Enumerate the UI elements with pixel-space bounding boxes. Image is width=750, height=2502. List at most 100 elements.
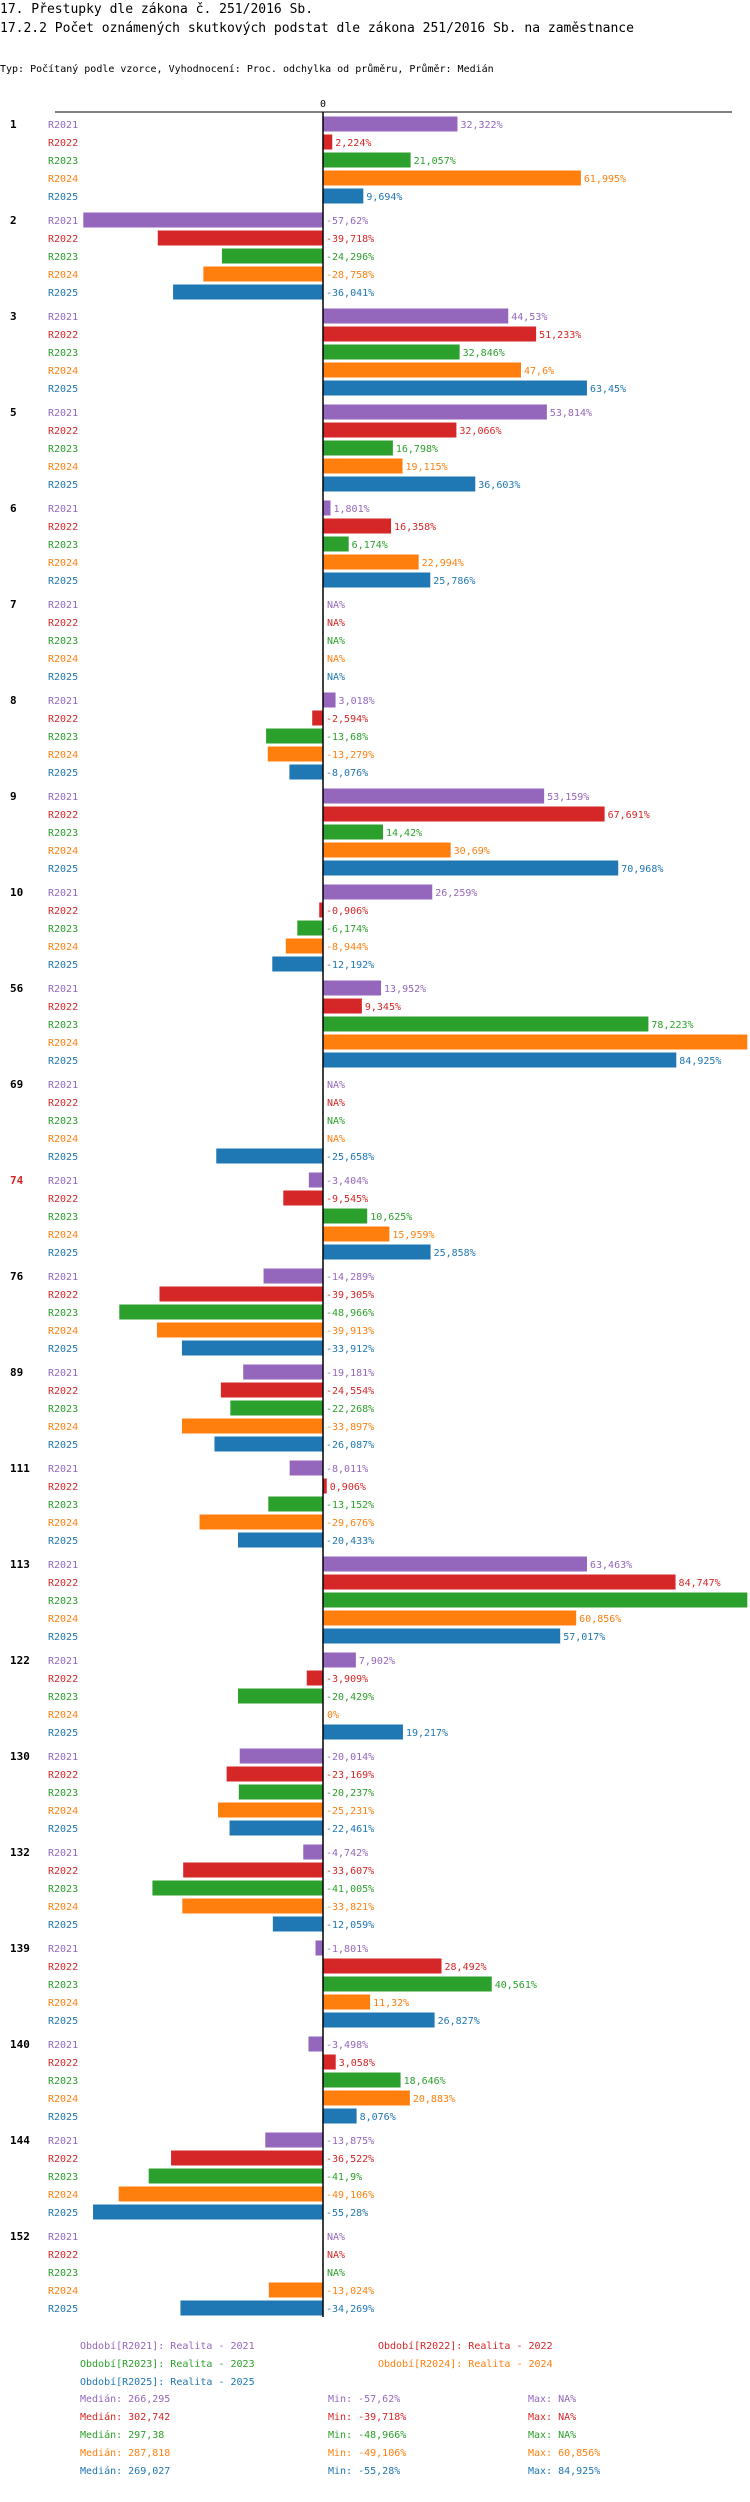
bar (83, 212, 323, 228)
bar (173, 284, 323, 300)
series-label: R2022 (48, 906, 78, 917)
series-label: R2022 (48, 1674, 78, 1685)
bar (323, 1052, 677, 1068)
group-label: 2 (10, 214, 17, 227)
series-label: R2024 (48, 2094, 78, 2105)
bar (323, 536, 349, 552)
series-label: R2025 (48, 1056, 78, 1067)
series-label: R2025 (48, 384, 78, 395)
series-label: R2025 (48, 1824, 78, 1835)
series-label: R2021 (48, 1272, 78, 1283)
stat-median: Medián: 269,027 (80, 2465, 170, 2477)
bar (289, 764, 323, 780)
data-label: 8,076% (360, 2112, 396, 2123)
group-label: 56 (10, 982, 24, 995)
bar (297, 920, 323, 936)
data-label: -12,192% (326, 960, 374, 971)
bar (183, 1862, 323, 1878)
group-label: 5 (10, 406, 17, 419)
data-label: -19,181% (326, 1368, 374, 1379)
bar (323, 572, 431, 588)
series-label: R2022 (48, 1770, 78, 1781)
series-label: R2022 (48, 810, 78, 821)
bar (214, 1436, 323, 1452)
data-label: 15,959% (392, 1230, 434, 1241)
group-label: 1 (10, 118, 17, 131)
legend-item: Období[R2021]: Realita - 2021 (80, 2340, 255, 2352)
series-label: R2024 (48, 750, 78, 761)
series-label: R2025 (48, 1920, 78, 1931)
series-label: R2024 (48, 2286, 78, 2297)
data-label: -20,237% (326, 1788, 374, 1799)
series-label: R2022 (48, 426, 78, 437)
data-label: -4,742% (326, 1848, 368, 1859)
data-label: NA% (327, 672, 345, 683)
bar (323, 1628, 561, 1644)
data-label: 32,846% (463, 348, 505, 359)
data-label: NA% (327, 618, 345, 629)
stat-min: Min: -49,106% (328, 2448, 406, 2459)
data-label: -20,433% (326, 1536, 374, 1547)
data-label: -36,522% (326, 2154, 374, 2165)
data-label: -1,801% (326, 1944, 368, 1955)
page-subtitle: 17.2.2 Počet oznámených skutkových podst… (0, 21, 634, 36)
data-label: 26,827% (438, 2016, 480, 2027)
series-label: R2021 (48, 1560, 78, 1571)
series-label: R2023 (48, 924, 78, 935)
series-label: R2023 (48, 1404, 78, 1415)
data-label: NA% (327, 636, 345, 647)
data-label: -33,821% (326, 1902, 374, 1913)
bar (119, 1304, 323, 1320)
bar (266, 728, 323, 744)
bar (323, 134, 333, 150)
data-label: 19,217% (406, 1728, 448, 1739)
data-label: -3,909% (326, 1674, 368, 1685)
bar (303, 1844, 323, 1860)
bar (323, 116, 458, 132)
series-label: R2025 (48, 768, 78, 779)
series-label: R2023 (48, 2172, 78, 2183)
data-label: 36,603% (478, 480, 520, 491)
series-label: R2024 (48, 1326, 78, 1337)
data-label: NA% (327, 1080, 345, 1091)
series-label: R2021 (48, 1464, 78, 1475)
data-label: NA% (327, 600, 345, 611)
bar (323, 1724, 403, 1740)
series-label: R2022 (48, 2250, 78, 2261)
bar (323, 1574, 676, 1590)
bar (171, 2150, 323, 2166)
group-label: 74 (10, 1174, 24, 1187)
data-label: 61,995% (584, 174, 626, 185)
data-label: -20,429% (326, 1692, 374, 1703)
series-label: R2023 (48, 1020, 78, 1031)
bar (306, 1670, 323, 1686)
series-label: R2022 (48, 1002, 78, 1013)
bar (323, 1034, 748, 1050)
bar (323, 344, 460, 360)
bar (159, 1286, 323, 1302)
bar (323, 806, 605, 822)
series-label: R2022 (48, 522, 78, 533)
bar (323, 1208, 368, 1224)
data-label: -22,268% (326, 1404, 374, 1415)
bar (220, 1382, 323, 1398)
bar (289, 1460, 323, 1476)
zero-tick-label: 0 (320, 99, 326, 110)
data-label: -12,059% (326, 1920, 374, 1931)
group-label: 139 (10, 1942, 30, 1955)
data-label: 21,057% (414, 156, 456, 167)
series-label: R2021 (48, 312, 78, 323)
series-label: R2021 (48, 1368, 78, 1379)
bar (323, 2108, 357, 2124)
data-label: 60,856% (579, 1614, 621, 1625)
series-label: R2021 (48, 504, 78, 515)
data-label: -29,676% (326, 1518, 374, 1529)
data-label: 84,925% (679, 1056, 721, 1067)
bar (199, 1514, 323, 1530)
bar (323, 1556, 588, 1572)
data-label: 7,902% (359, 1656, 395, 1667)
series-label: R2022 (48, 1098, 78, 1109)
data-label: 70,968% (621, 864, 663, 875)
series-label: R2024 (48, 654, 78, 665)
series-label: R2024 (48, 846, 78, 857)
